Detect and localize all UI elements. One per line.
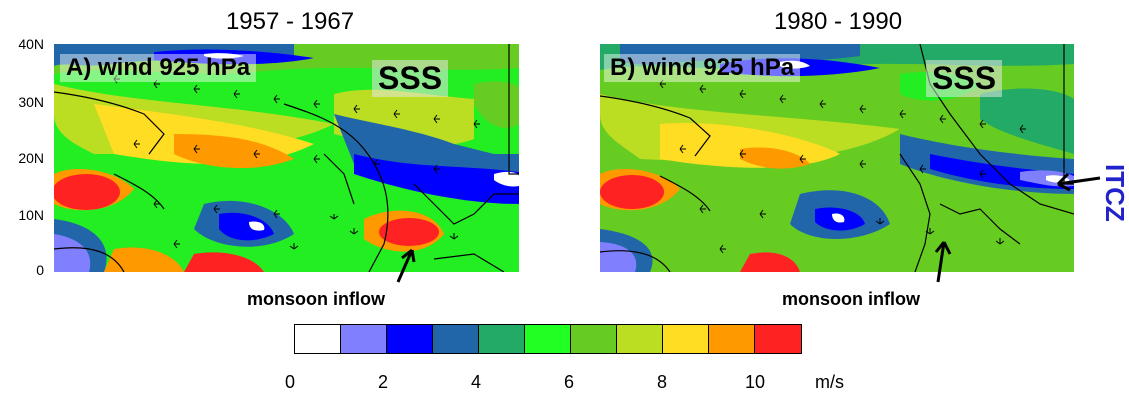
wind-speed-map-b bbox=[600, 44, 1074, 272]
colorbar-bin-6 bbox=[571, 325, 617, 353]
panel-a-label: A) wind 925 hPa bbox=[60, 54, 257, 82]
colorbar-bin-3 bbox=[433, 325, 479, 353]
colorbar-bin-5 bbox=[525, 325, 571, 353]
colorbar-tick-6: 6 bbox=[563, 372, 574, 392]
colorbar-bin-4 bbox=[479, 325, 525, 353]
y-tick-10n: 10N bbox=[18, 207, 44, 223]
map-panel-a: A) wind 925 hPa SSS bbox=[54, 44, 519, 272]
colorbar-bin-0 bbox=[295, 325, 341, 353]
y-tick-30n: 30N bbox=[18, 94, 44, 110]
colorbar-bin-9 bbox=[709, 325, 755, 353]
colorbar-bin-1 bbox=[341, 325, 387, 353]
colorbar-bin-2 bbox=[387, 325, 433, 353]
y-tick-20n: 20N bbox=[18, 150, 44, 166]
colorbar-tick-0: 0 bbox=[284, 372, 295, 392]
y-tick-40n: 40N bbox=[18, 36, 44, 52]
panel-b-label: B) wind 925 hPa bbox=[604, 54, 801, 82]
colorbar-bin-8 bbox=[663, 325, 709, 353]
panel-a-title: 1957 - 1967 bbox=[225, 8, 355, 35]
colorbar-tick-4: 4 bbox=[470, 372, 481, 392]
panel-b-title: 1980 - 1990 bbox=[773, 8, 903, 35]
y-tick-0: 0 bbox=[36, 262, 44, 278]
colorbar-tick-10: 10 bbox=[744, 372, 766, 392]
panel-a-monsoon-inflow-label: monsoon inflow bbox=[247, 289, 385, 309]
wind-speed-map-a bbox=[54, 44, 519, 272]
itcz-label: ITCZ bbox=[1100, 164, 1129, 222]
panel-a-monsoon-arrow-icon bbox=[396, 248, 416, 283]
colorbar bbox=[294, 324, 802, 354]
panel-b-monsoon-inflow-label: monsoon inflow bbox=[782, 289, 920, 309]
colorbar-unit: m/s bbox=[815, 372, 844, 392]
panel-a-sss-label: SSS bbox=[372, 60, 449, 97]
itcz-arrow-icon bbox=[1056, 172, 1101, 192]
colorbar-bin-7 bbox=[617, 325, 663, 353]
colorbar-tick-2: 2 bbox=[377, 372, 388, 392]
panel-b-monsoon-arrow-icon bbox=[934, 241, 952, 283]
colorbar-bin-10 bbox=[755, 325, 801, 353]
panel-b-sss-label: SSS bbox=[926, 60, 1003, 97]
colorbar-tick-8: 8 bbox=[656, 372, 667, 392]
map-panel-b: B) wind 925 hPa SSS bbox=[600, 44, 1074, 272]
